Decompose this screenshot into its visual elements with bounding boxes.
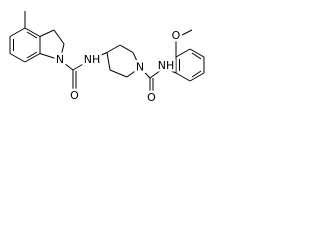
atom-label: NH xyxy=(158,59,175,72)
molecule: N O NH N NH O O xyxy=(9,11,205,107)
atom-label: N xyxy=(136,61,144,74)
bonds xyxy=(9,11,205,96)
atom-label: N xyxy=(56,53,64,66)
atom-label: NH xyxy=(84,53,101,66)
atom-label: O xyxy=(172,29,181,42)
atom-label: O xyxy=(147,91,156,104)
atom-label: O xyxy=(70,89,79,102)
